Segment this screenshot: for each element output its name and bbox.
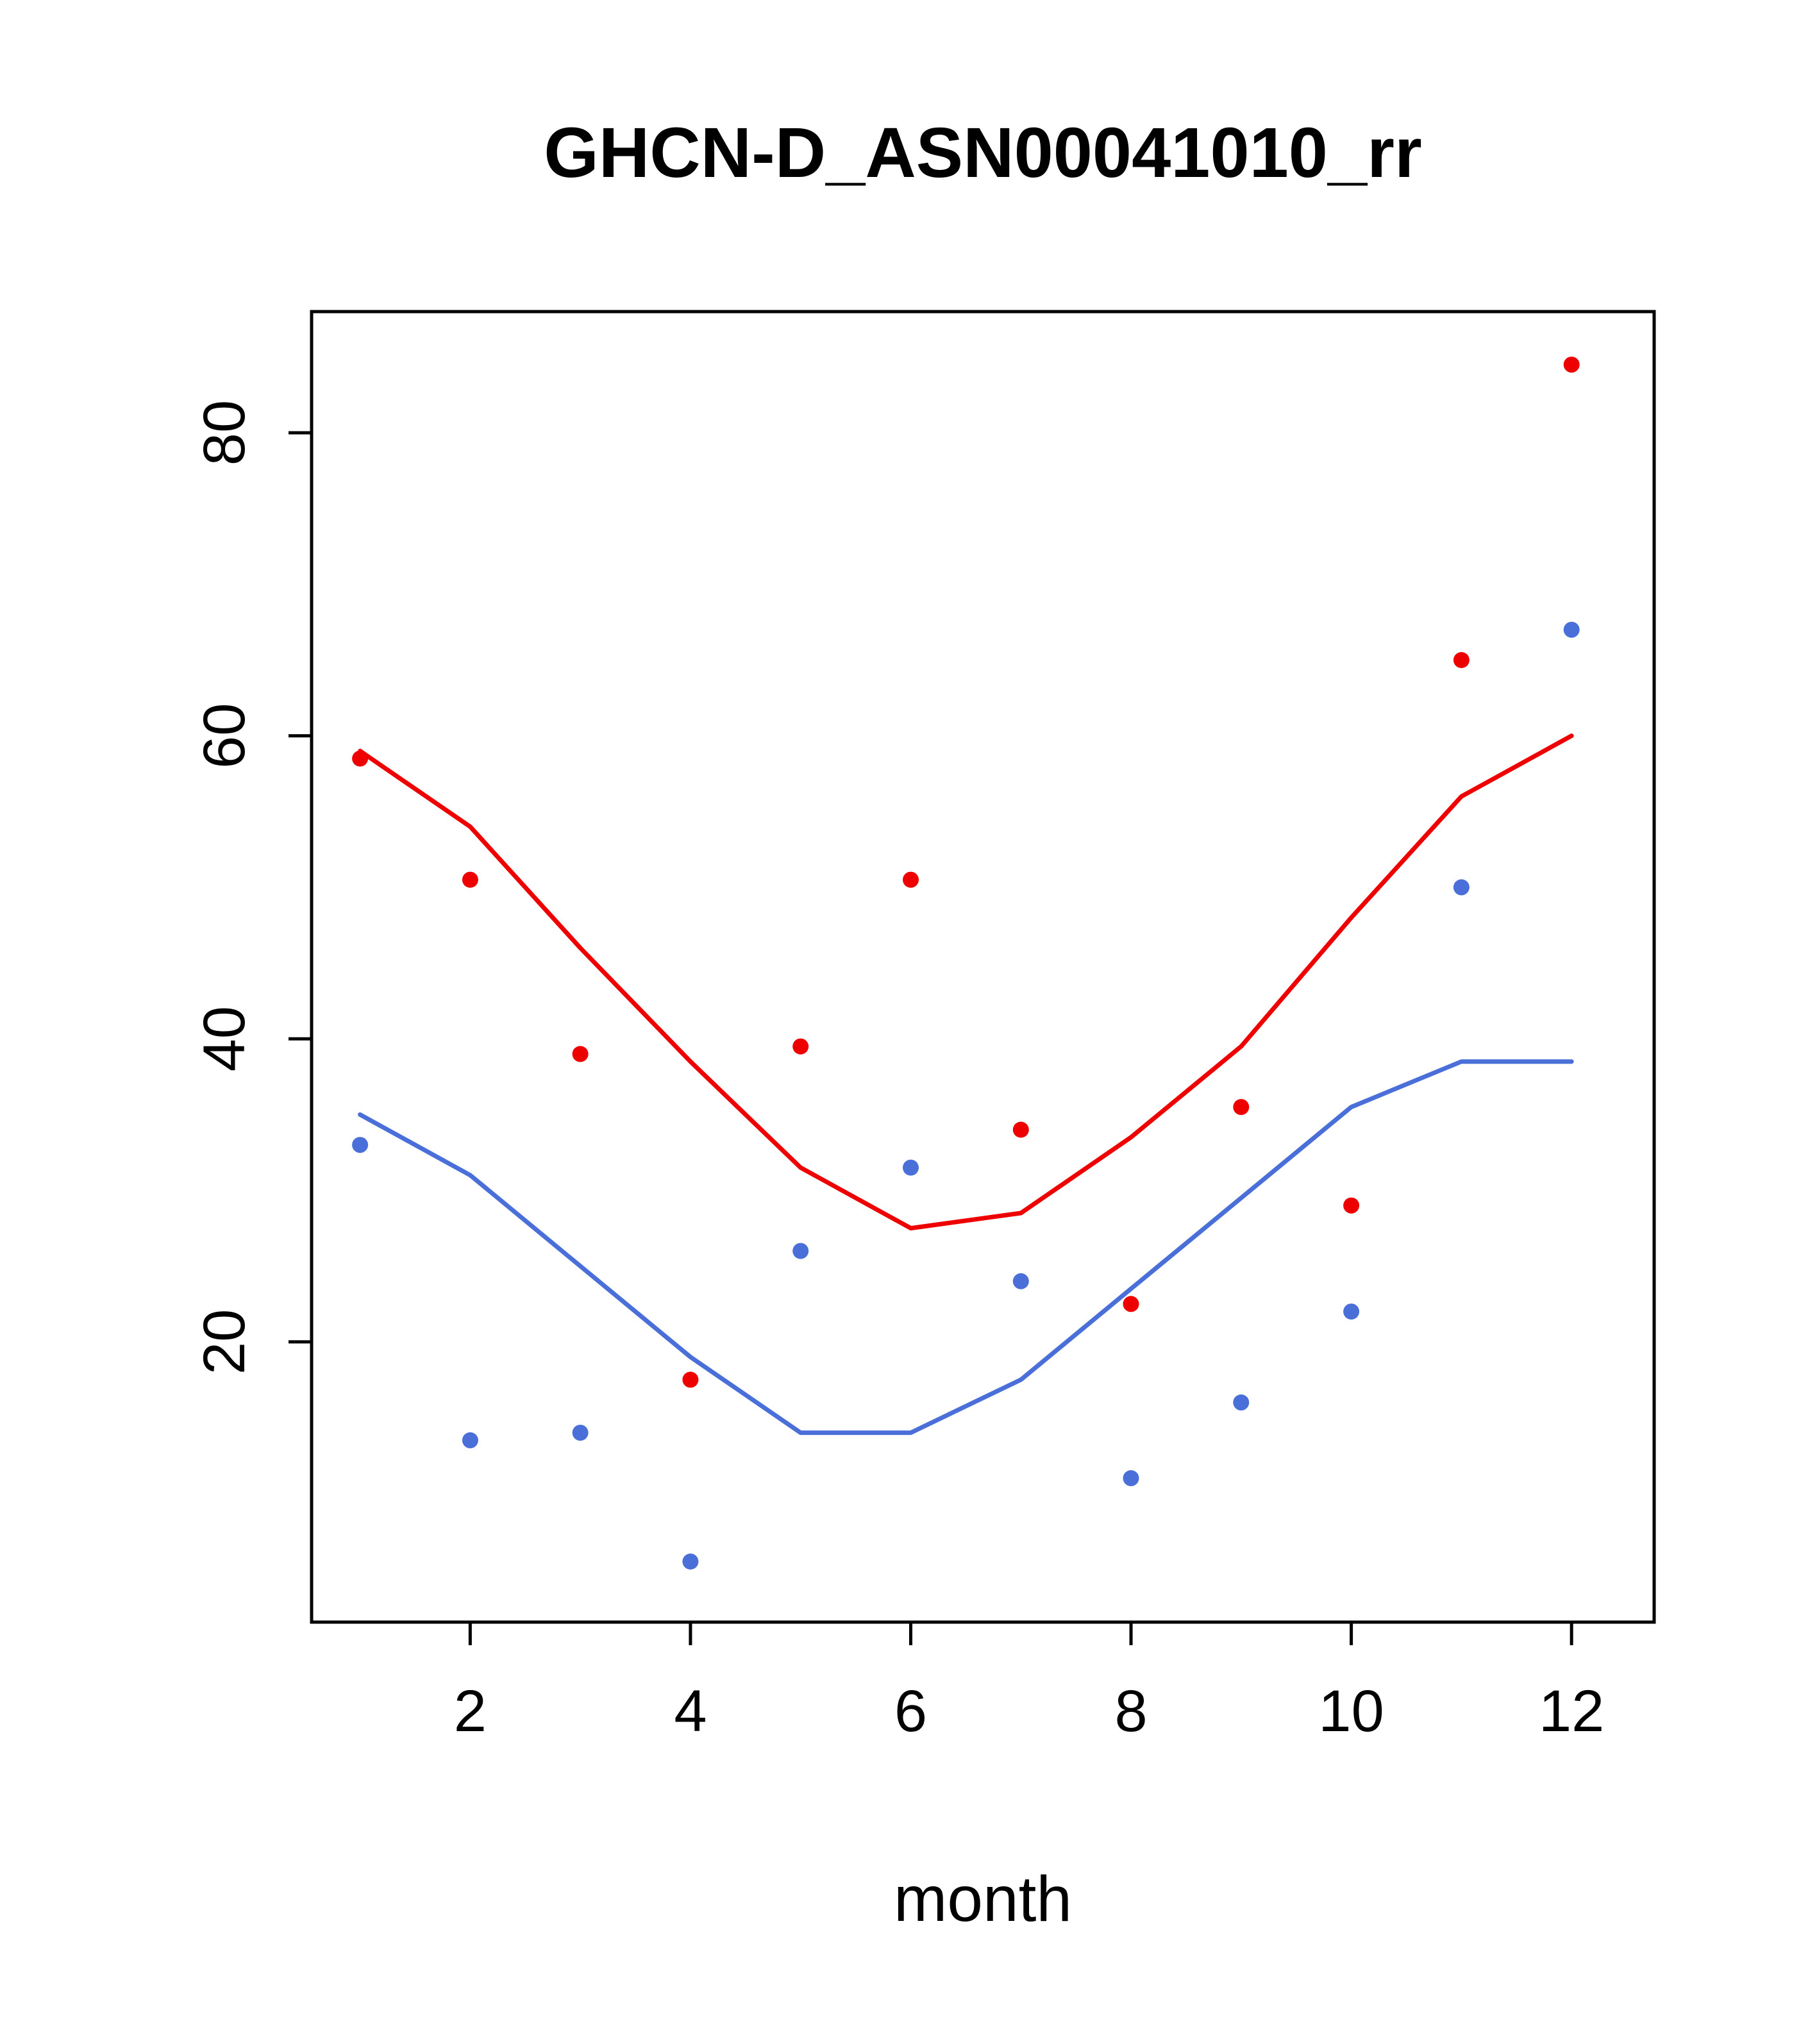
red-points-marker (792, 1038, 809, 1055)
blue-points-marker (682, 1554, 699, 1570)
red-points-marker (903, 871, 919, 888)
x-tick-label: 8 (1114, 1679, 1147, 1744)
y-tick-label: 20 (192, 1309, 257, 1375)
blue-points-marker (1563, 621, 1580, 638)
blue-points-marker (572, 1425, 589, 1441)
blue-points-marker (462, 1432, 478, 1448)
blue-points-marker (1233, 1394, 1250, 1411)
blue-points-marker (1453, 879, 1470, 896)
blue-points-marker (903, 1159, 919, 1176)
blue-points-marker (1343, 1303, 1360, 1320)
red-points-marker (1343, 1197, 1360, 1214)
x-tick-label: 2 (454, 1679, 487, 1744)
red-points-marker (1123, 1296, 1139, 1312)
x-tick-label: 4 (674, 1679, 707, 1744)
red-points-marker (462, 871, 478, 888)
y-tick-label: 60 (192, 703, 257, 768)
blue-points-marker (792, 1243, 809, 1259)
red-points-marker (1012, 1121, 1029, 1138)
red-points-marker (572, 1046, 589, 1062)
blue-points-marker (1012, 1273, 1029, 1289)
x-tick-label: 10 (1318, 1679, 1384, 1744)
blue-points-marker (1123, 1470, 1139, 1486)
x-tick-label: 12 (1539, 1679, 1604, 1744)
red-points-marker (1563, 356, 1580, 373)
red-line (358, 733, 1574, 1231)
y-tick-label: 40 (192, 1006, 257, 1071)
red-points-marker (1233, 1099, 1250, 1116)
blue-line (358, 1059, 1574, 1436)
x-tick-label: 6 (894, 1679, 927, 1744)
x-axis-label: month (894, 1863, 1072, 1935)
plot-box (310, 310, 1656, 1624)
red-points-marker (682, 1371, 699, 1388)
y-tick-label: 80 (192, 400, 257, 465)
blue-points-marker (352, 1137, 369, 1153)
chart-title: GHCN-D_ASN00041010_rr (544, 113, 1422, 192)
red-points-marker (1453, 652, 1470, 668)
